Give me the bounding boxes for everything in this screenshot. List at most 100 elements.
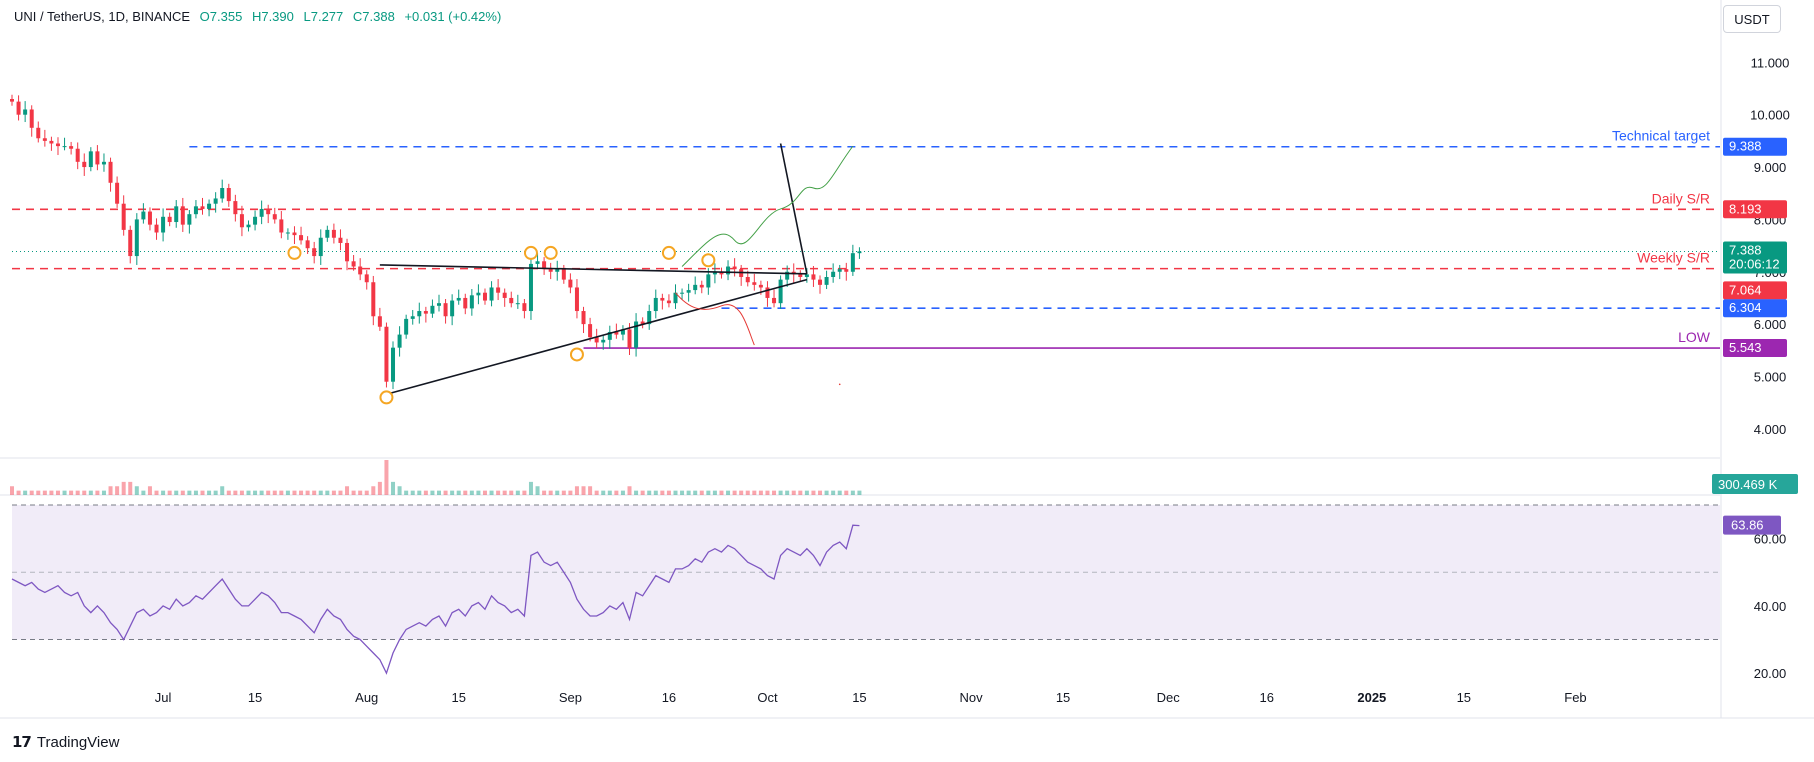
volume-bar [719, 490, 724, 495]
candle-body [272, 214, 277, 220]
candle-body [423, 311, 428, 314]
candle-body [620, 329, 625, 335]
open-value: O7.355 [199, 9, 243, 24]
volume-bar [535, 486, 540, 495]
volume-bar [305, 490, 310, 495]
volume-bar [634, 490, 639, 495]
candle-body [673, 292, 678, 304]
bullish-projection-path [681, 145, 854, 267]
volume-bar [437, 490, 441, 495]
candle-body [253, 216, 258, 225]
candle-body [680, 292, 685, 294]
candle-body [831, 271, 836, 277]
volume-bar [765, 490, 770, 495]
volume-bar [456, 490, 461, 495]
candle-body [693, 284, 698, 291]
volume-bar [555, 490, 560, 495]
candle-body [108, 161, 113, 183]
price-tick-label: 9.000 [1754, 160, 1787, 175]
candle-body [804, 274, 809, 277]
volume-bar [647, 490, 652, 495]
level-label: Technical target [1612, 128, 1710, 144]
volume-bar [49, 490, 54, 495]
volume-bar [121, 481, 126, 495]
volume-bar [279, 490, 284, 495]
candle-body [765, 287, 770, 298]
candle-body [857, 251, 862, 254]
candle-body [772, 297, 777, 304]
volume-bar [147, 486, 152, 495]
rsi-line [11, 524, 860, 675]
volume-bar [509, 490, 514, 495]
candle-body [207, 203, 212, 209]
volume-bar [745, 490, 750, 495]
volume-bar [95, 490, 100, 495]
candle-body [95, 151, 100, 165]
pivot-marker-icon [287, 245, 302, 260]
candle-body [607, 331, 612, 340]
volume-bar [115, 486, 120, 495]
candle-body [115, 182, 120, 204]
candle-body [548, 269, 553, 272]
volume-bar [29, 490, 34, 495]
candle-body [660, 297, 665, 301]
low-price-tag: 5.543 [1723, 339, 1787, 358]
volume-bar [450, 490, 455, 495]
candle-body [161, 216, 166, 233]
volume-bar [758, 490, 763, 495]
stray-dot [838, 383, 841, 386]
candle-body [318, 237, 323, 257]
volume-bar [496, 490, 501, 495]
rsi-tag-text: 63.86 [1731, 518, 1764, 533]
date-tick-label: 2025 [1357, 690, 1386, 705]
candle-body [16, 101, 21, 115]
candle-body [496, 287, 501, 293]
candle-body [364, 274, 369, 283]
volume-bar [174, 490, 179, 495]
volume-bar [364, 490, 369, 495]
volume-bar [614, 490, 619, 495]
candle-body [752, 282, 757, 285]
volume-bar [75, 490, 80, 495]
candle-body [180, 206, 185, 225]
candle-body [778, 279, 783, 304]
volume-bar [528, 481, 533, 495]
candle-body [850, 253, 855, 272]
close-value: C7.388 [352, 9, 395, 24]
volume-bar [36, 490, 41, 495]
symbol-name[interactable]: UNI / TetherUS, 1D, BINANCE [14, 9, 191, 24]
volume-bar [653, 490, 658, 495]
currency-button[interactable]: USDT [1723, 5, 1781, 33]
volume-bar [850, 490, 855, 495]
candle-body [732, 266, 737, 270]
daily-sr-price-tag-text: 8.193 [1729, 201, 1762, 216]
weekly-sr-price-tag-bg [1723, 281, 1787, 300]
candle-body [134, 219, 139, 257]
candle-body [837, 269, 842, 272]
volume-bar [581, 486, 586, 495]
volume-bar [239, 490, 244, 495]
volume-bar [220, 486, 225, 495]
candle-body [299, 235, 304, 241]
candle-body [174, 206, 179, 223]
volume-bar [318, 490, 323, 495]
volume-bar [101, 490, 106, 495]
candle-body [259, 208, 264, 217]
volume-bar [42, 490, 47, 495]
candle-body [443, 303, 448, 317]
volume-bar [10, 486, 14, 495]
level-label: LOW [1678, 329, 1711, 345]
tradingview-logo[interactable]: 𝟭𝟳 TradingView [12, 733, 119, 752]
candle-body [450, 300, 455, 317]
low-price-tag-text: 5.543 [1729, 340, 1762, 355]
candle-body [824, 277, 829, 285]
volume-tag-text: 300.469 K [1718, 477, 1778, 492]
volume-bar [561, 490, 566, 495]
candle-body [246, 224, 251, 228]
candle-body [312, 248, 317, 257]
candle-body [640, 321, 645, 325]
last-price-tag-text: 20:06:12 [1729, 256, 1780, 271]
volume-bar [588, 486, 593, 495]
